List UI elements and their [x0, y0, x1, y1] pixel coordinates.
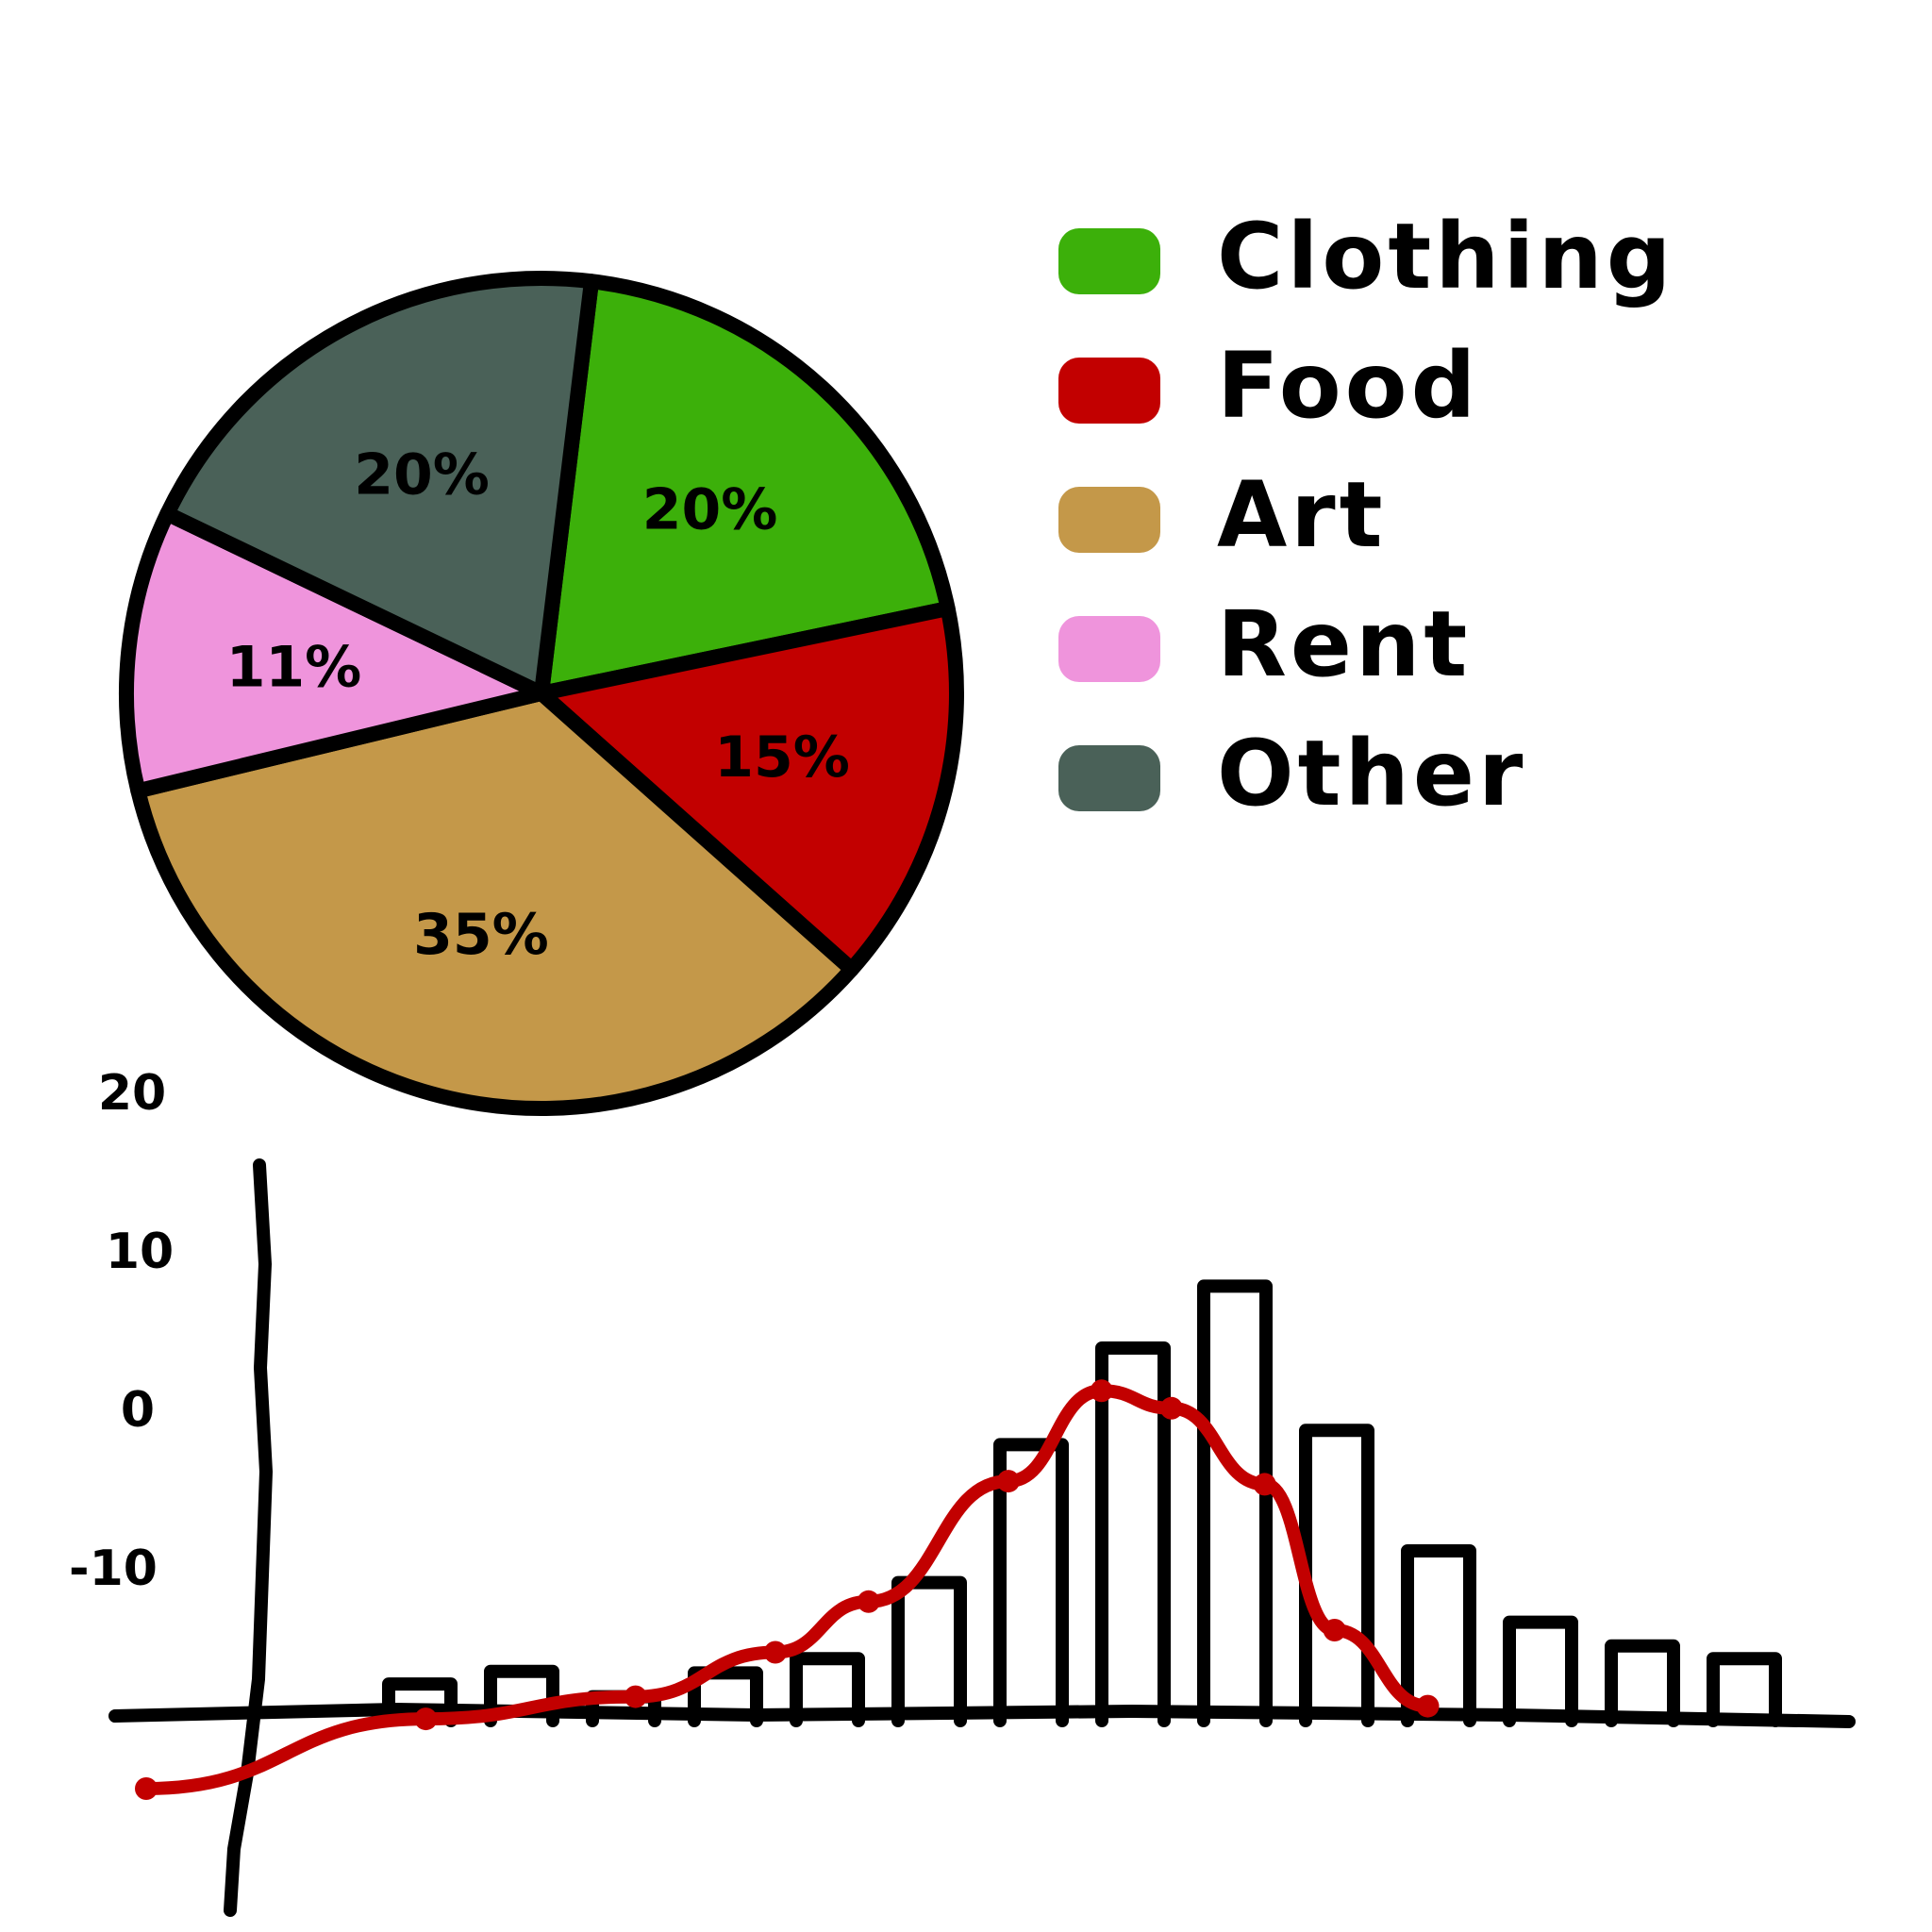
slice-label-clothing: 20% [642, 477, 778, 543]
legend-swatch-other [1058, 745, 1160, 811]
bar-6 [891, 1575, 967, 1727]
trend-point-10 [1323, 1619, 1346, 1641]
legend-label-art: Art [1217, 462, 1387, 568]
bar-2 [484, 1664, 559, 1727]
legend-label-rent: Rent [1217, 591, 1471, 697]
bar-1 [382, 1677, 458, 1727]
trend-point-7 [1090, 1379, 1113, 1403]
y-tick-label-0: 0 [121, 1382, 155, 1439]
trend-point-9 [1253, 1473, 1276, 1496]
trend-point-5 [857, 1590, 880, 1613]
bar-11 [1401, 1544, 1476, 1727]
legend-swatch-food [1058, 358, 1160, 424]
y-axis [224, 1158, 273, 1917]
slice-label-other: 20% [354, 442, 490, 508]
trend-curve [140, 1384, 1435, 1795]
legend-swatch-art [1058, 487, 1160, 553]
bar-4 [688, 1666, 763, 1727]
slice-label-food: 15% [714, 724, 850, 791]
bar-12 [1503, 1615, 1578, 1727]
trend-point-4 [763, 1641, 787, 1664]
bar-chart: 20 10 0 -10 [69, 1065, 1856, 1917]
trend-point-6 [996, 1470, 1020, 1493]
bar-14 [1707, 1652, 1782, 1727]
y-tick-label-20: 20 [98, 1065, 166, 1122]
bar-7 [993, 1438, 1069, 1727]
bar-13 [1605, 1639, 1680, 1727]
slice-label-rent: 11% [226, 634, 362, 700]
legend-label-other: Other [1217, 721, 1526, 826]
trend-point-11 [1416, 1694, 1440, 1718]
slice-label-art: 35% [413, 902, 549, 968]
pie-legend: Clothing Food Art Rent Other [1058, 204, 1675, 826]
trend-point-1 [135, 1777, 158, 1800]
pie-slice-other [159, 270, 599, 701]
bar-8 [1095, 1341, 1171, 1727]
legend-label-food: Food [1217, 333, 1479, 439]
y-tick-label-10: -10 [69, 1541, 158, 1597]
bar-9 [1197, 1279, 1273, 1727]
legend-label-clothing: Clothing [1217, 204, 1675, 309]
pie-slice-food [534, 601, 964, 977]
bar-5 [790, 1652, 865, 1727]
pie-slice-art [130, 686, 859, 1116]
trend-point-3 [624, 1685, 647, 1708]
bar-10 [1299, 1424, 1374, 1727]
y-tick-label-10: 10 [106, 1224, 174, 1280]
legend-swatch-clothing [1058, 228, 1160, 294]
pie-chart: 20% 15% 35% 11% 20% [119, 270, 964, 1116]
pie-slice-rent [119, 506, 549, 799]
legend-swatch-rent [1058, 616, 1160, 682]
trend-point-8 [1159, 1396, 1183, 1420]
trend-point-2 [414, 1707, 438, 1731]
pie-slice-clothing [534, 274, 956, 701]
